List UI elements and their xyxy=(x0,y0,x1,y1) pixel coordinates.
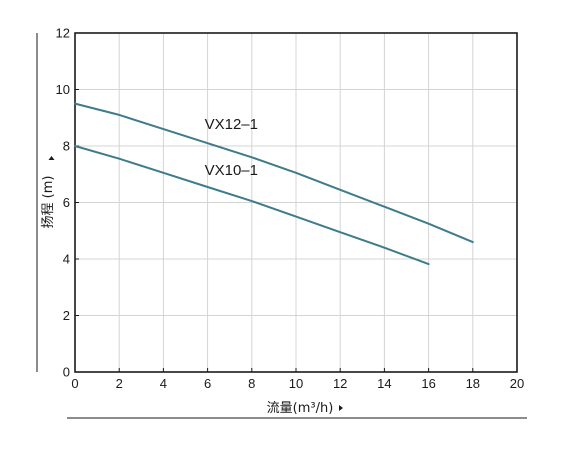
series-label-1: VX12–1 xyxy=(205,116,258,133)
x-tick-label: 4 xyxy=(160,376,167,391)
y-tick-label: 0 xyxy=(63,365,70,380)
y-tick-label: 4 xyxy=(63,252,70,267)
y-tick-label: 6 xyxy=(63,195,70,210)
series-label-2: VX10–1 xyxy=(205,162,258,179)
y-tick-label: 10 xyxy=(56,82,70,97)
x-axis-title: 流量(m³/h) xyxy=(267,401,334,416)
x-tick-label: 8 xyxy=(248,376,255,391)
grid xyxy=(75,33,517,372)
y-tick-label: 2 xyxy=(63,308,70,323)
x-axis-arrow-icon xyxy=(339,405,343,411)
y-axis-title: 扬程 (m) xyxy=(41,176,56,229)
y-tick-label: 12 xyxy=(56,26,70,41)
x-tick-label: 10 xyxy=(289,376,303,391)
series-lines: VX12–1 VX10–1 xyxy=(74,102,474,266)
x-tick-label: 6 xyxy=(204,376,211,391)
x-tick-label: 14 xyxy=(377,376,391,391)
x-tick-label: 20 xyxy=(510,376,524,391)
x-tick-label: 0 xyxy=(71,376,78,391)
y-axis-arrow-icon xyxy=(48,156,55,160)
series-line-1 xyxy=(74,102,474,244)
series-line-2 xyxy=(74,145,430,266)
axis-ticks: 0 2 4 6 8 10 12 14 16 18 20 0 2 4 6 8 10 12 xyxy=(56,26,525,392)
x-tick-label: 12 xyxy=(333,376,347,391)
x-tick-label: 16 xyxy=(421,376,435,391)
x-tick-label: 2 xyxy=(116,376,123,391)
y-tick-label: 8 xyxy=(63,139,70,154)
x-tick-label: 18 xyxy=(466,376,480,391)
